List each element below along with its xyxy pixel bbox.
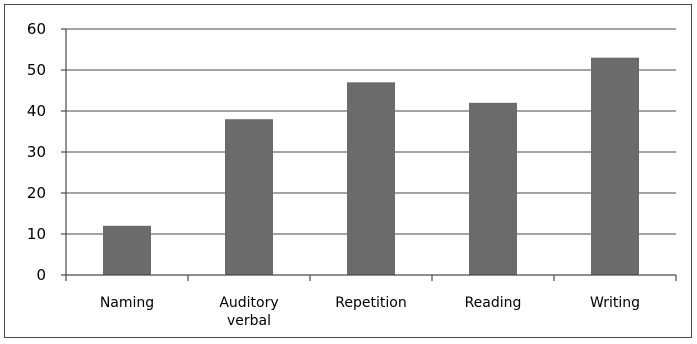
x-category-label: Auditory verbal <box>219 295 278 329</box>
bar <box>591 57 639 276</box>
bar <box>347 82 395 275</box>
gridlines <box>66 28 676 235</box>
bar <box>225 119 273 275</box>
y-tick-label: 20 <box>27 184 46 202</box>
x-category-label: Writing <box>590 295 640 311</box>
x-category-label: Naming <box>100 295 154 311</box>
y-tick-label: 40 <box>27 102 46 120</box>
y-tick-labels: 0 10 20 30 40 50 60 <box>27 20 46 284</box>
bars <box>103 57 639 276</box>
x-category-labels: Naming Auditory verbal Repetition Reading Wri… <box>100 295 640 329</box>
y-tick-label: 50 <box>27 61 46 79</box>
bar <box>469 102 517 275</box>
x-category-label: Reading <box>465 295 522 311</box>
bar <box>103 225 151 275</box>
axes <box>61 28 677 281</box>
x-category-label: Repetition <box>335 295 406 311</box>
y-tick-label: 60 <box>27 20 46 38</box>
y-tick-label: 10 <box>27 225 46 243</box>
y-tick-label: 30 <box>27 143 46 161</box>
y-tick-label: 0 <box>36 266 46 284</box>
